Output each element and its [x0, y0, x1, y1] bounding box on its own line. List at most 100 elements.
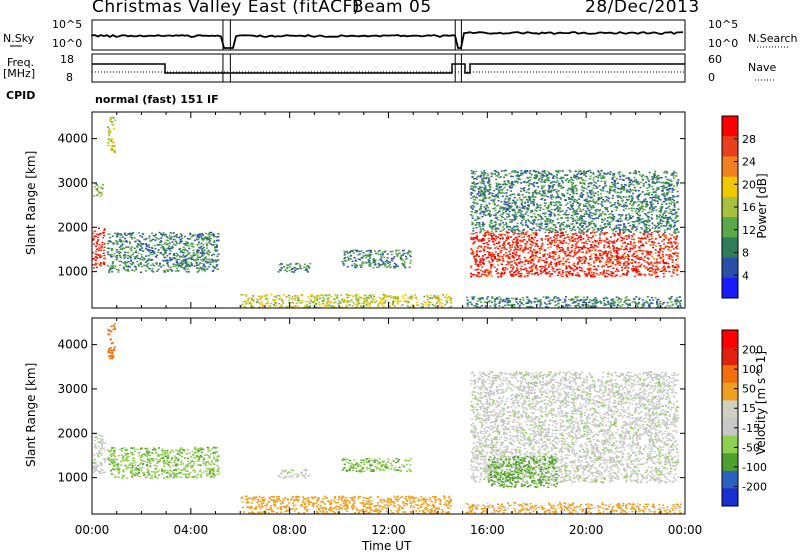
scatter-cell	[494, 170, 497, 172]
scatter-cell	[127, 270, 130, 272]
scatter-cell	[576, 263, 579, 265]
scatter-cell	[182, 260, 185, 262]
scatter-cell	[504, 267, 507, 269]
scatter-cell	[374, 301, 376, 304]
scatter-cell	[665, 210, 668, 213]
scatter-cell	[433, 295, 436, 297]
scatter-cell	[500, 201, 503, 203]
scatter-cell	[200, 238, 203, 240]
scatter-cell	[656, 262, 659, 264]
scatter-cell	[203, 252, 206, 255]
scatter-cell	[548, 187, 551, 189]
scatter-cell	[471, 204, 474, 207]
scatter-cell	[497, 171, 500, 174]
scatter-cell	[633, 221, 636, 223]
scatter-cell	[485, 210, 488, 212]
scatter-cell	[487, 260, 490, 262]
scatter-cell	[675, 220, 678, 223]
scatter-cell	[553, 213, 556, 215]
scatter-cell	[608, 221, 611, 224]
scatter-cell	[615, 247, 618, 250]
scatter-cell	[388, 301, 391, 303]
scatter-cell	[197, 256, 200, 259]
scatter-cell	[494, 251, 497, 253]
scatter-cell	[208, 254, 210, 256]
scatter-cell	[605, 190, 608, 193]
scatter-cell	[636, 254, 639, 257]
scatter-cell	[488, 272, 491, 274]
scatter-cell	[603, 180, 606, 183]
scatter-cell	[674, 232, 677, 235]
scatter-cell	[564, 250, 567, 253]
scatter-cell	[117, 271, 120, 273]
scatter-cell	[552, 228, 554, 230]
scatter-cell	[304, 306, 307, 308]
scatter-cell	[646, 192, 649, 195]
scatter-cell	[196, 271, 199, 273]
scatter-cell	[579, 210, 582, 213]
scatter-cell	[540, 181, 543, 183]
scatter-cell	[667, 185, 670, 188]
scatter-cell	[608, 245, 611, 248]
scatter-cell	[585, 252, 588, 254]
scatter-cell	[598, 239, 601, 242]
scatter-cell	[527, 226, 530, 228]
scatter-cell	[621, 174, 624, 176]
scatter-cell	[274, 299, 277, 301]
scatter-cell	[629, 188, 632, 191]
scatter-cell	[172, 254, 175, 256]
scatter-cell	[664, 186, 667, 188]
scatter-cell	[120, 248, 123, 250]
scatter-cell	[394, 295, 397, 298]
scatter-cell	[490, 237, 493, 240]
scatter-cell	[307, 271, 310, 273]
scatter-cell	[600, 203, 603, 205]
scatter-cell	[358, 302, 361, 304]
scatter-cell	[103, 228, 106, 230]
scatter-cell	[133, 265, 136, 268]
scatter-cell	[634, 245, 637, 247]
scatter-cell	[558, 183, 561, 186]
scatter-cell	[111, 271, 114, 273]
scatter-cell	[674, 228, 677, 231]
scatter-cell	[489, 192, 492, 194]
scatter-cell	[567, 258, 570, 260]
scatter-cell	[548, 231, 551, 234]
scatter-cell	[647, 221, 650, 223]
scatter-cell	[613, 247, 616, 249]
scatter-cell	[656, 200, 659, 202]
scatter-cell	[607, 200, 610, 202]
scatter-cell	[274, 305, 277, 307]
scatter-cell	[502, 267, 505, 269]
scatter-cell	[544, 226, 547, 229]
scatter-cell	[662, 181, 665, 184]
scatter-cell	[488, 186, 491, 188]
scatter-cell	[352, 252, 355, 254]
scatter-cell	[102, 252, 105, 255]
scatter-cell	[103, 249, 105, 252]
scatter-cell	[539, 223, 542, 226]
scatter-cell	[321, 303, 324, 305]
scatter-cell	[120, 239, 123, 242]
scatter-cell	[420, 303, 423, 305]
scatter-cell	[99, 256, 102, 258]
scatter-cell	[368, 263, 371, 265]
scatter-cell	[345, 300, 348, 302]
scatter-cell	[378, 264, 381, 266]
scatter-cell	[669, 216, 671, 218]
scatter-cell	[385, 266, 388, 269]
scatter-cell	[612, 232, 615, 235]
scatter-cell	[587, 196, 590, 198]
scatter-cell	[577, 226, 580, 229]
scatter-cell	[565, 271, 568, 273]
scatter-cell	[632, 253, 635, 255]
scatter-cell	[201, 239, 204, 241]
scatter-cell	[108, 247, 111, 250]
scatter-cell	[447, 296, 450, 299]
scatter-cell	[618, 258, 621, 260]
scatter-cell	[606, 258, 609, 261]
scatter-cell	[484, 214, 487, 217]
scatter-cell	[673, 252, 676, 254]
scatter-cell	[532, 183, 534, 185]
